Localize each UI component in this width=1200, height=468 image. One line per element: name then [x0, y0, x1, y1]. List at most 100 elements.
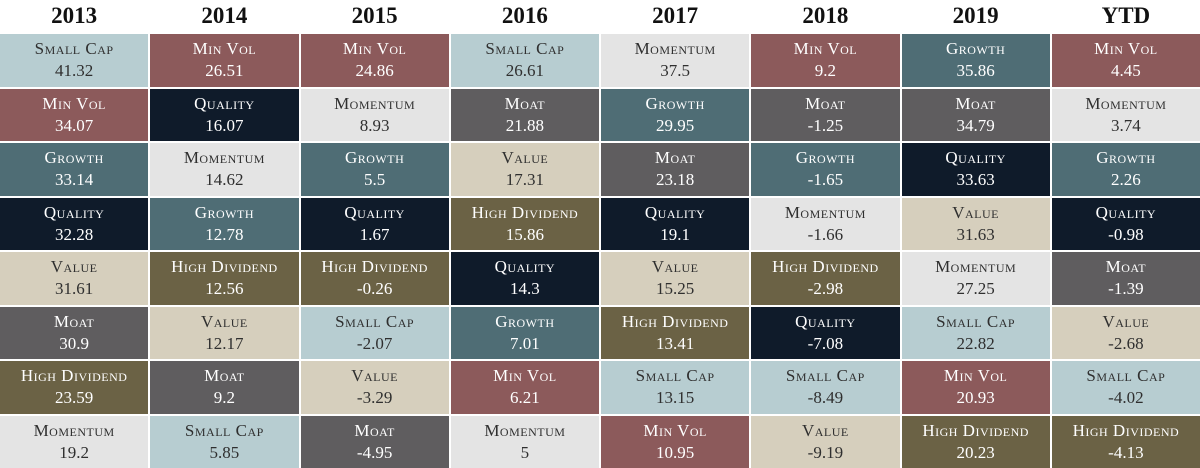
- factor-return: 34.79: [956, 115, 995, 135]
- factor-return: 32.28: [55, 224, 94, 244]
- factor-return: -1.25: [807, 115, 844, 135]
- factor-cell: High Dividend 12.56: [150, 252, 299, 305]
- factor-return: 29.95: [656, 115, 695, 135]
- factor-cell: Moat -1.25: [751, 88, 900, 141]
- factor-return: 41.32: [55, 61, 94, 81]
- factor-cell: Quality 16.07: [150, 88, 299, 141]
- factor-label: Moat: [805, 93, 846, 113]
- factor-cell: Growth -1.65: [751, 143, 900, 196]
- factor-cell: Quality -7.08: [751, 306, 900, 359]
- factor-return: 6.21: [510, 388, 540, 408]
- factor-label: Small Cap: [184, 420, 264, 440]
- factor-cell: Momentum 27.25: [901, 252, 1050, 305]
- factor-return: 5: [520, 442, 530, 462]
- factor-cell: Growth 7.01: [450, 306, 599, 359]
- factor-label: Quality: [644, 202, 706, 222]
- factor-label: Small Cap: [485, 39, 565, 59]
- factor-cell: Quality 19.1: [601, 197, 750, 250]
- factor-label: Min Vol: [493, 366, 557, 386]
- factor-label: High Dividend: [171, 257, 278, 277]
- year-column: 2014 Min Vol 26.51 Quality 16.07 Momentum 14.6…: [150, 0, 299, 468]
- factor-label: Small Cap: [34, 39, 114, 59]
- factor-cell: Min Vol 6.21: [450, 361, 599, 414]
- factor-cell: High Dividend -2.98: [751, 252, 900, 305]
- factor-label: Min Vol: [1094, 39, 1158, 59]
- year-column: 2019 Growth 35.86 Moat 34.79 Quality 33.63 Valu…: [901, 0, 1050, 468]
- factor-cell: Quality 33.63: [901, 143, 1050, 196]
- factor-cell: Moat -4.95: [300, 415, 449, 468]
- factor-return: 15.25: [656, 279, 695, 299]
- factor-label: Small Cap: [635, 366, 715, 386]
- factor-return: 23.59: [55, 388, 94, 408]
- factor-return: 1.67: [359, 224, 390, 244]
- factor-cell: Quality 14.3: [450, 252, 599, 305]
- factor-cell: Small Cap 22.82: [901, 306, 1050, 359]
- factor-cell: Momentum 8.93: [300, 88, 449, 141]
- factor-label: Growth: [945, 39, 1006, 59]
- factor-label: Quality: [194, 93, 255, 113]
- factor-cell: Small Cap 41.32: [0, 34, 149, 87]
- factor-cell: Growth 33.14: [0, 143, 149, 196]
- factor-cell: Moat 21.88: [450, 88, 599, 141]
- factor-label: High Dividend: [922, 420, 1029, 440]
- factor-return: -8.49: [807, 388, 844, 408]
- year-header: 2015: [351, 3, 398, 28]
- factor-cell: Momentum 5: [450, 415, 599, 468]
- factor-return: 15.86: [505, 224, 544, 244]
- factor-cell: Quality 32.28: [0, 197, 149, 250]
- factor-cell: Value -9.19: [751, 415, 900, 468]
- factor-return: -1.66: [807, 224, 844, 244]
- factor-return: 13.15: [656, 388, 695, 408]
- factor-cell: Momentum -1.66: [751, 197, 900, 250]
- factor-return: -1.65: [807, 170, 844, 190]
- factor-label: Value: [501, 148, 549, 168]
- factor-label: Min Vol: [42, 93, 106, 113]
- factor-label: Growth: [795, 148, 856, 168]
- year-header: 2014: [201, 3, 248, 28]
- factor-return: 14.62: [205, 170, 244, 190]
- year-header: 2016: [501, 3, 548, 28]
- factor-cell: Growth 2.26: [1051, 143, 1200, 196]
- year-column: 2018 Min Vol 9.2 Moat -1.25 Growth -1.65 Moment…: [751, 0, 900, 468]
- factor-cell: Small Cap 5.85: [150, 415, 299, 468]
- factor-label: Small Cap: [1086, 366, 1166, 386]
- factor-cell: Value 15.25: [601, 252, 750, 305]
- factor-return: 12.78: [205, 224, 244, 244]
- factor-label: Quality: [494, 257, 556, 277]
- year-header: YTD: [1101, 3, 1151, 28]
- factor-label: Value: [50, 257, 98, 277]
- factor-return: 12.17: [205, 333, 244, 353]
- factor-cell: Value 12.17: [150, 306, 299, 359]
- factor-return: 5.5: [364, 170, 386, 190]
- factor-return: 9.2: [814, 61, 836, 81]
- factor-cell: Moat 9.2: [150, 361, 299, 414]
- factor-return: 12.56: [205, 279, 244, 299]
- factor-cell: High Dividend 23.59: [0, 361, 149, 414]
- factor-cell: Small Cap -2.07: [300, 306, 449, 359]
- factor-label: High Dividend: [321, 257, 428, 277]
- factor-label: Momentum: [1085, 93, 1167, 113]
- factor-cell: Min Vol 4.45: [1051, 34, 1200, 87]
- factor-cell: Small Cap -4.02: [1051, 361, 1200, 414]
- factor-return: 30.9: [59, 333, 89, 353]
- factor-label: Growth: [645, 93, 705, 113]
- factor-return: 9.2: [213, 388, 235, 408]
- factor-cell: Min Vol 24.86: [300, 34, 449, 87]
- factor-cell: Min Vol 26.51: [150, 34, 299, 87]
- factor-return: 7.01: [510, 333, 540, 353]
- factor-return: 14.3: [510, 279, 540, 299]
- factor-return: 17.31: [505, 170, 544, 190]
- factor-return: -2.68: [1108, 333, 1144, 353]
- factor-label: Growth: [1096, 148, 1156, 168]
- factor-return: 33.63: [956, 170, 995, 190]
- factor-cell: Min Vol 20.93: [901, 361, 1050, 414]
- factor-label: Value: [651, 257, 699, 277]
- factor-cell: Moat -1.39: [1051, 252, 1200, 305]
- factor-cell: Moat 23.18: [601, 143, 750, 196]
- factor-cell: Small Cap -8.49: [751, 361, 900, 414]
- factor-cell: Moat 30.9: [0, 306, 149, 359]
- factor-label: Small Cap: [936, 311, 1016, 331]
- year-header: 2017: [652, 3, 699, 28]
- year-column: 2013 Small Cap 41.32 Min Vol 34.07 Growth 33.1…: [0, 0, 149, 468]
- factor-label: High Dividend: [471, 202, 579, 222]
